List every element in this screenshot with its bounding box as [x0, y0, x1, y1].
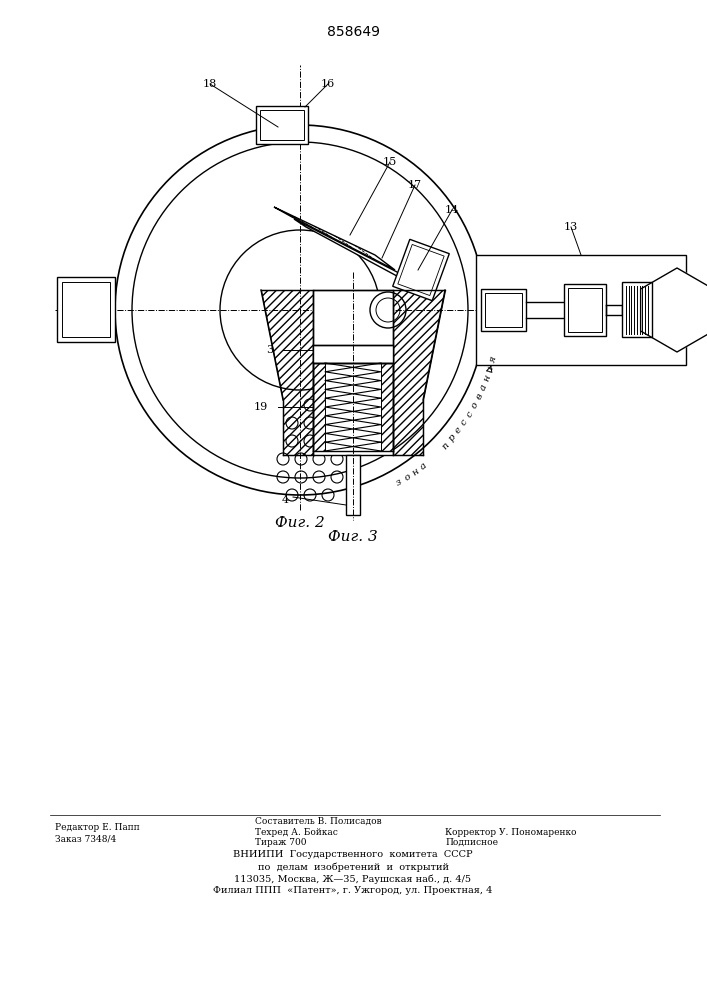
- Text: а: а: [419, 461, 429, 471]
- Text: 15: 15: [383, 157, 397, 167]
- Bar: [481, 289, 526, 331]
- Bar: [313, 290, 393, 455]
- Text: з: з: [395, 477, 404, 488]
- Bar: [313, 345, 393, 363]
- Polygon shape: [294, 219, 408, 282]
- Bar: [622, 282, 652, 337]
- Bar: [62, 282, 110, 337]
- Text: н: н: [411, 466, 421, 477]
- Text: ВНИИПИ  Государственного  комитета  СССР: ВНИИПИ Государственного комитета СССР: [233, 850, 473, 859]
- Bar: [346, 455, 360, 515]
- Bar: [57, 277, 115, 342]
- Text: 113035, Москва, Ж—35, Раушская наб., д. 4/5: 113035, Москва, Ж—35, Раушская наб., д. …: [235, 874, 472, 884]
- Text: о: о: [469, 401, 480, 410]
- Text: Фиг. 3: Фиг. 3: [328, 530, 378, 544]
- Text: 4: 4: [281, 495, 288, 505]
- Text: Подписное: Подписное: [445, 838, 498, 847]
- Polygon shape: [274, 207, 395, 270]
- Bar: [260, 110, 304, 140]
- Text: по  делам  изобретений  и  открытий: по делам изобретений и открытий: [257, 862, 448, 871]
- Text: 19: 19: [254, 402, 268, 412]
- Bar: [476, 255, 686, 365]
- Text: а: а: [478, 383, 489, 392]
- Text: с: с: [459, 418, 469, 427]
- Text: 16: 16: [321, 79, 335, 89]
- Polygon shape: [392, 239, 449, 301]
- Bar: [256, 106, 308, 144]
- Text: Фиг. 2: Фиг. 2: [275, 516, 325, 530]
- Text: Составитель В. Полисадов: Составитель В. Полисадов: [255, 817, 382, 826]
- Text: 13: 13: [564, 222, 578, 232]
- Text: Корректор У. Пономаренко: Корректор У. Пономаренко: [445, 828, 576, 837]
- Text: в: в: [474, 392, 484, 401]
- Text: и: и: [485, 364, 496, 373]
- Text: Редактор Е. Папп: Редактор Е. Папп: [55, 823, 140, 832]
- Text: р: р: [447, 433, 457, 443]
- Text: Заказ 7348/4: Заказ 7348/4: [55, 835, 116, 844]
- Polygon shape: [641, 268, 707, 352]
- Bar: [485, 293, 522, 327]
- Text: с: с: [464, 409, 475, 419]
- Text: 14: 14: [445, 205, 459, 215]
- Text: 858649: 858649: [327, 25, 380, 39]
- Text: н: н: [481, 374, 492, 383]
- Text: п: п: [440, 440, 451, 451]
- Text: 17: 17: [408, 180, 422, 190]
- Bar: [568, 288, 602, 332]
- Text: Техред А. Бойкас: Техред А. Бойкас: [255, 828, 338, 837]
- Text: Тираж 700: Тираж 700: [255, 838, 307, 847]
- Text: е: е: [453, 425, 464, 435]
- Text: 3: 3: [266, 345, 273, 355]
- Bar: [564, 284, 606, 336]
- Text: Филиал ППП  «Патент», г. Ужгород, ул. Проектная, 4: Филиал ППП «Патент», г. Ужгород, ул. Про…: [214, 886, 493, 895]
- Text: 18: 18: [203, 79, 217, 89]
- Text: о: о: [402, 472, 412, 483]
- Text: я: я: [488, 355, 498, 363]
